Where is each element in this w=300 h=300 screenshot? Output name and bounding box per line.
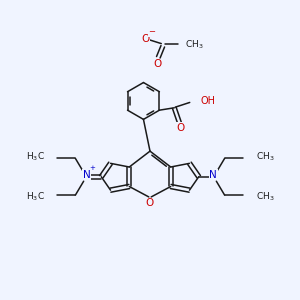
Text: O: O bbox=[141, 34, 149, 44]
Text: H$_3$C: H$_3$C bbox=[26, 151, 44, 164]
Text: O: O bbox=[176, 123, 184, 133]
Text: N: N bbox=[83, 170, 91, 180]
Text: N: N bbox=[209, 170, 217, 180]
Text: +: + bbox=[90, 165, 95, 171]
Text: H$_3$C: H$_3$C bbox=[26, 190, 44, 202]
Text: −: − bbox=[148, 28, 155, 37]
Text: O: O bbox=[146, 199, 154, 208]
Text: CH$_3$: CH$_3$ bbox=[185, 38, 204, 51]
Text: CH$_3$: CH$_3$ bbox=[256, 151, 274, 164]
Text: CH$_3$: CH$_3$ bbox=[256, 190, 274, 202]
Text: O: O bbox=[153, 59, 162, 69]
Text: OH: OH bbox=[200, 96, 215, 106]
